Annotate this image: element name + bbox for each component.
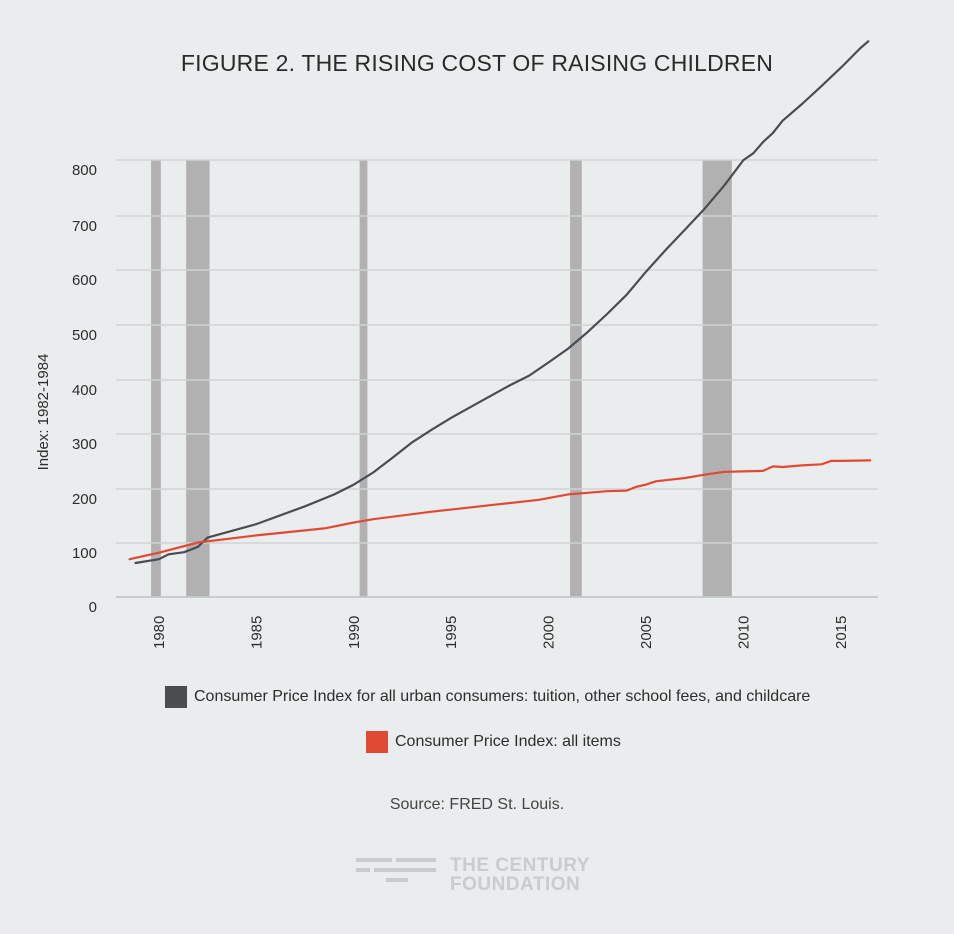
recession-band bbox=[702, 160, 732, 597]
y-tick-label: 700 bbox=[72, 218, 97, 235]
logo-text-line1: THE CENTURY bbox=[450, 855, 590, 876]
recession-band bbox=[151, 160, 161, 597]
y-tick-label: 400 bbox=[72, 382, 97, 399]
y-tick-label: 0 bbox=[89, 599, 97, 616]
y-tick-label: 600 bbox=[72, 272, 97, 289]
recession-band bbox=[359, 160, 368, 597]
x-tick-label: 2005 bbox=[638, 616, 655, 649]
gridlines bbox=[116, 159, 878, 598]
series-line-tuition-cpi bbox=[134, 40, 870, 565]
century-foundation-logo: THE CENTURY FOUNDATION bbox=[356, 856, 590, 894]
recession-band bbox=[186, 160, 210, 597]
y-tick-label: 200 bbox=[72, 491, 97, 508]
y-axis-ticks: 0 100 200 300 400 500 600 700 800 bbox=[72, 162, 97, 616]
chart-title: FIGURE 2. THE RISING COST OF RAISING CHI… bbox=[180, 50, 774, 76]
x-tick-label: 2015 bbox=[833, 616, 850, 649]
logo-text-line2: FOUNDATION bbox=[450, 874, 581, 895]
legend-label-tuition-cpi: Consumer Price Index for all urban consu… bbox=[194, 688, 811, 705]
y-tick-label: 300 bbox=[72, 436, 97, 453]
recession-band bbox=[570, 160, 582, 597]
x-tick-label: 1980 bbox=[151, 616, 168, 649]
x-tick-label: 1995 bbox=[443, 616, 460, 649]
x-tick-label: 1990 bbox=[346, 616, 363, 649]
series-lines bbox=[128, 40, 872, 565]
recession-bands bbox=[151, 160, 732, 597]
x-axis-ticks: 1980 1985 1990 1995 2000 2005 2010 2015 bbox=[151, 616, 850, 649]
logo-mark-icon bbox=[356, 858, 436, 882]
y-tick-label: 500 bbox=[72, 327, 97, 344]
y-axis-label: Index: 1982-1984 bbox=[35, 354, 52, 471]
y-tick-label: 100 bbox=[72, 545, 97, 562]
legend-swatch-all-items-cpi bbox=[366, 731, 388, 753]
source-note: Source: FRED St. Louis. bbox=[389, 796, 565, 813]
y-tick-label: 800 bbox=[72, 162, 97, 179]
x-tick-label: 2000 bbox=[541, 616, 558, 649]
legend-swatch-tuition-cpi bbox=[165, 686, 187, 708]
legend-item-tuition-cpi: Consumer Price Index for all urban consu… bbox=[165, 686, 810, 708]
series-line-all-items-cpi bbox=[128, 459, 872, 561]
x-tick-label: 2010 bbox=[736, 616, 753, 649]
legend-label-all-items-cpi: Consumer Price Index: all items bbox=[395, 733, 621, 750]
x-tick-label: 1985 bbox=[248, 616, 265, 649]
legend-item-all-items-cpi: Consumer Price Index: all items bbox=[366, 731, 621, 753]
